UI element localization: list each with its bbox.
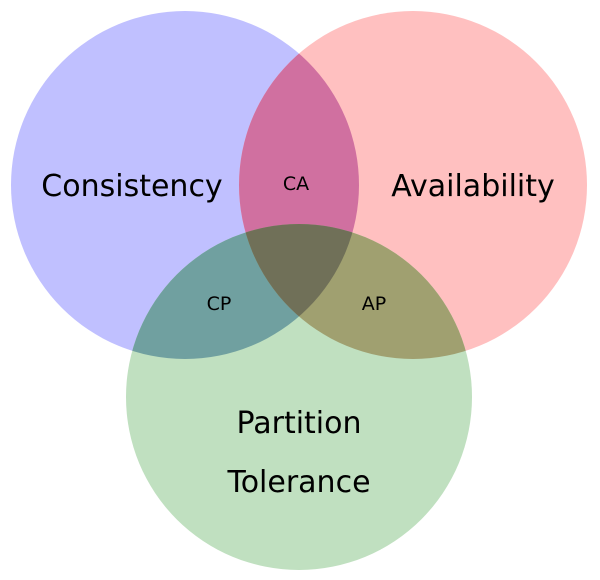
ap-intersection [239, 224, 472, 359]
partition-label-line2: Tolerance [226, 465, 370, 500]
consistency-label: Consistency [41, 169, 222, 204]
cp-intersection [126, 224, 359, 359]
ap-label: AP [362, 293, 386, 315]
partition-label-line1: Partition [236, 406, 361, 441]
ca-label: CA [283, 173, 309, 195]
availability-label: Availability [391, 169, 555, 204]
cp-label: CP [207, 293, 232, 315]
